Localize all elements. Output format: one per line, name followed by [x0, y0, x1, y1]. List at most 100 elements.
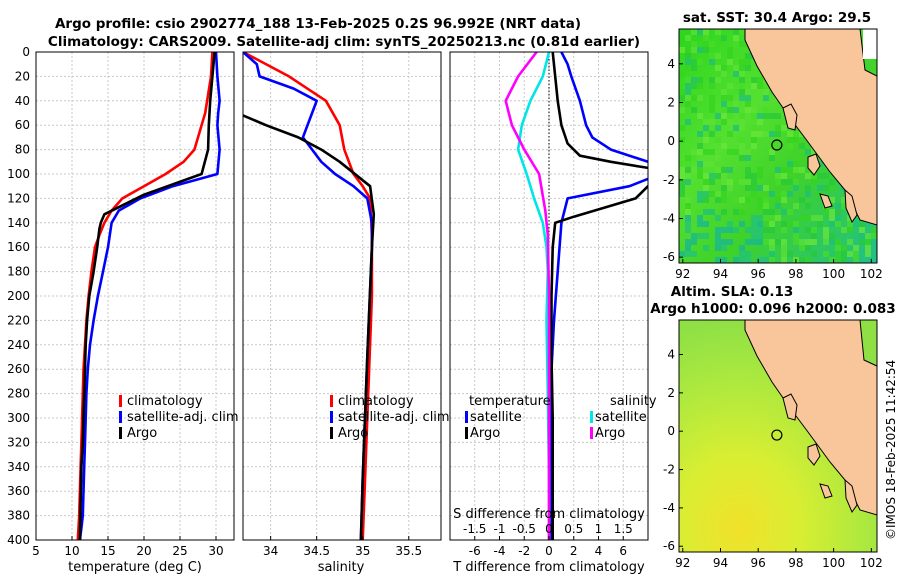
sst-pixel — [805, 239, 811, 245]
sst-pixel — [721, 167, 727, 173]
legend-label-climatology: climatology — [338, 394, 414, 409]
sst-pixel — [721, 119, 727, 125]
s-tick-label: -1.5 — [463, 522, 486, 536]
sst-pixel — [685, 47, 691, 53]
sst-pixel — [781, 209, 787, 215]
sst-pixel — [691, 239, 697, 245]
legend-swatch-t-satellite — [465, 411, 468, 423]
sst-pixel — [835, 245, 841, 251]
sst-pixel — [763, 203, 769, 209]
sst-pixel — [769, 191, 775, 197]
sst-pixel — [817, 221, 823, 227]
sst-pixel — [703, 137, 709, 143]
sst-pixel — [727, 149, 733, 155]
sst-island-3 — [844, 188, 858, 224]
sst-pixel — [787, 167, 793, 173]
sst-pixel — [781, 167, 787, 173]
sst-pixel — [799, 143, 805, 149]
x-tick-label: 30 — [208, 544, 223, 558]
sla-argo-location-marker — [771, 429, 783, 441]
sst-pixel — [745, 89, 751, 95]
legend-swatch-satellite — [330, 411, 333, 423]
sst-pixel — [685, 245, 691, 251]
sst-pixel — [679, 167, 685, 173]
sst-pixel — [835, 257, 841, 263]
sst-pixel — [721, 209, 727, 215]
sst-pixel — [745, 53, 751, 59]
sst-pixel — [751, 215, 757, 221]
lon-tick-label: 102 — [860, 556, 883, 570]
sst-pixel — [697, 209, 703, 215]
sst-pixel — [793, 161, 799, 167]
sst-pixel — [685, 65, 691, 71]
s-tick-label: 0.5 — [564, 522, 583, 536]
sst-pixel — [805, 257, 811, 263]
sst-pixel — [685, 101, 691, 107]
sst-pixel — [775, 215, 781, 221]
sst-pixel — [709, 77, 715, 83]
lon-tick-label: 102 — [860, 267, 883, 281]
legend-swatch-s-argo — [590, 427, 593, 439]
sst-pixel — [691, 107, 697, 113]
sst-pixel — [757, 215, 763, 221]
sst-pixel — [703, 173, 709, 179]
sst-pixel — [835, 203, 841, 209]
sst-pixel — [829, 257, 835, 263]
sst-pixel — [679, 47, 685, 53]
sst-pixel — [859, 221, 865, 227]
depth-tick-label: 80 — [15, 143, 30, 157]
sst-pixel — [745, 239, 751, 245]
x-tick-label: 2 — [570, 544, 578, 558]
salinity-frame — [242, 51, 442, 541]
sst-pixel — [697, 95, 703, 101]
sst-pixel — [685, 215, 691, 221]
sla-island-3 — [844, 478, 858, 514]
sst-pixel — [751, 179, 757, 185]
sst-pixel — [715, 245, 721, 251]
sst-pixel — [769, 215, 775, 221]
sst-pixel — [733, 149, 739, 155]
sst-pixel — [697, 131, 703, 137]
sst-pixel — [769, 227, 775, 233]
depth-tick-label: 60 — [15, 118, 30, 132]
sst-pixel — [769, 257, 775, 263]
sst-pixel — [853, 257, 859, 263]
sst-pixel — [769, 221, 775, 227]
sst-pixel — [751, 221, 757, 227]
sst-pixel — [739, 143, 745, 149]
temperature-grid — [35, 52, 234, 540]
sst-pixel — [829, 215, 835, 221]
legend-label-argo: Argo — [338, 426, 368, 441]
sst-pixel — [745, 173, 751, 179]
sst-pixel — [685, 209, 691, 215]
x-tick-label: 0 — [545, 544, 553, 558]
sst-map: sat. SST: 30.4 Argo: 29.5 92 94 96 98 100 102… — [663, 10, 883, 281]
sst-pixel — [715, 191, 721, 197]
depth-tick-label: 200 — [7, 289, 30, 303]
sst-pixel — [709, 131, 715, 137]
x-tick-label: 4 — [595, 544, 603, 558]
sst-pixel — [709, 53, 715, 59]
x-tick-label: 20 — [136, 544, 151, 558]
sst-pixel — [739, 59, 745, 65]
depth-tick-label: 400 — [7, 533, 30, 547]
sst-pixel — [727, 167, 733, 173]
lat-tick-label: 2 — [667, 95, 675, 109]
sst-pixel — [757, 77, 763, 83]
sst-pixel — [751, 173, 757, 179]
sst-pixel — [685, 89, 691, 95]
sst-pixel — [847, 239, 853, 245]
sst-pixel — [841, 227, 847, 233]
sst-pixel — [697, 161, 703, 167]
sst-pixel — [739, 251, 745, 257]
sst-pixel — [835, 239, 841, 245]
sst-pixel — [739, 119, 745, 125]
sst-pixel — [775, 113, 781, 119]
sst-pixel — [757, 197, 763, 203]
sst-pixel — [751, 113, 757, 119]
lon-tick-label: 94 — [713, 556, 728, 570]
sst-pixel — [721, 113, 727, 119]
sst-pixel — [751, 125, 757, 131]
sst-pixel — [769, 245, 775, 251]
depth-tick-labels: 0 20 40 60 80 100 120 140 160 180 200 220 240 260 280 3… — [7, 45, 30, 547]
